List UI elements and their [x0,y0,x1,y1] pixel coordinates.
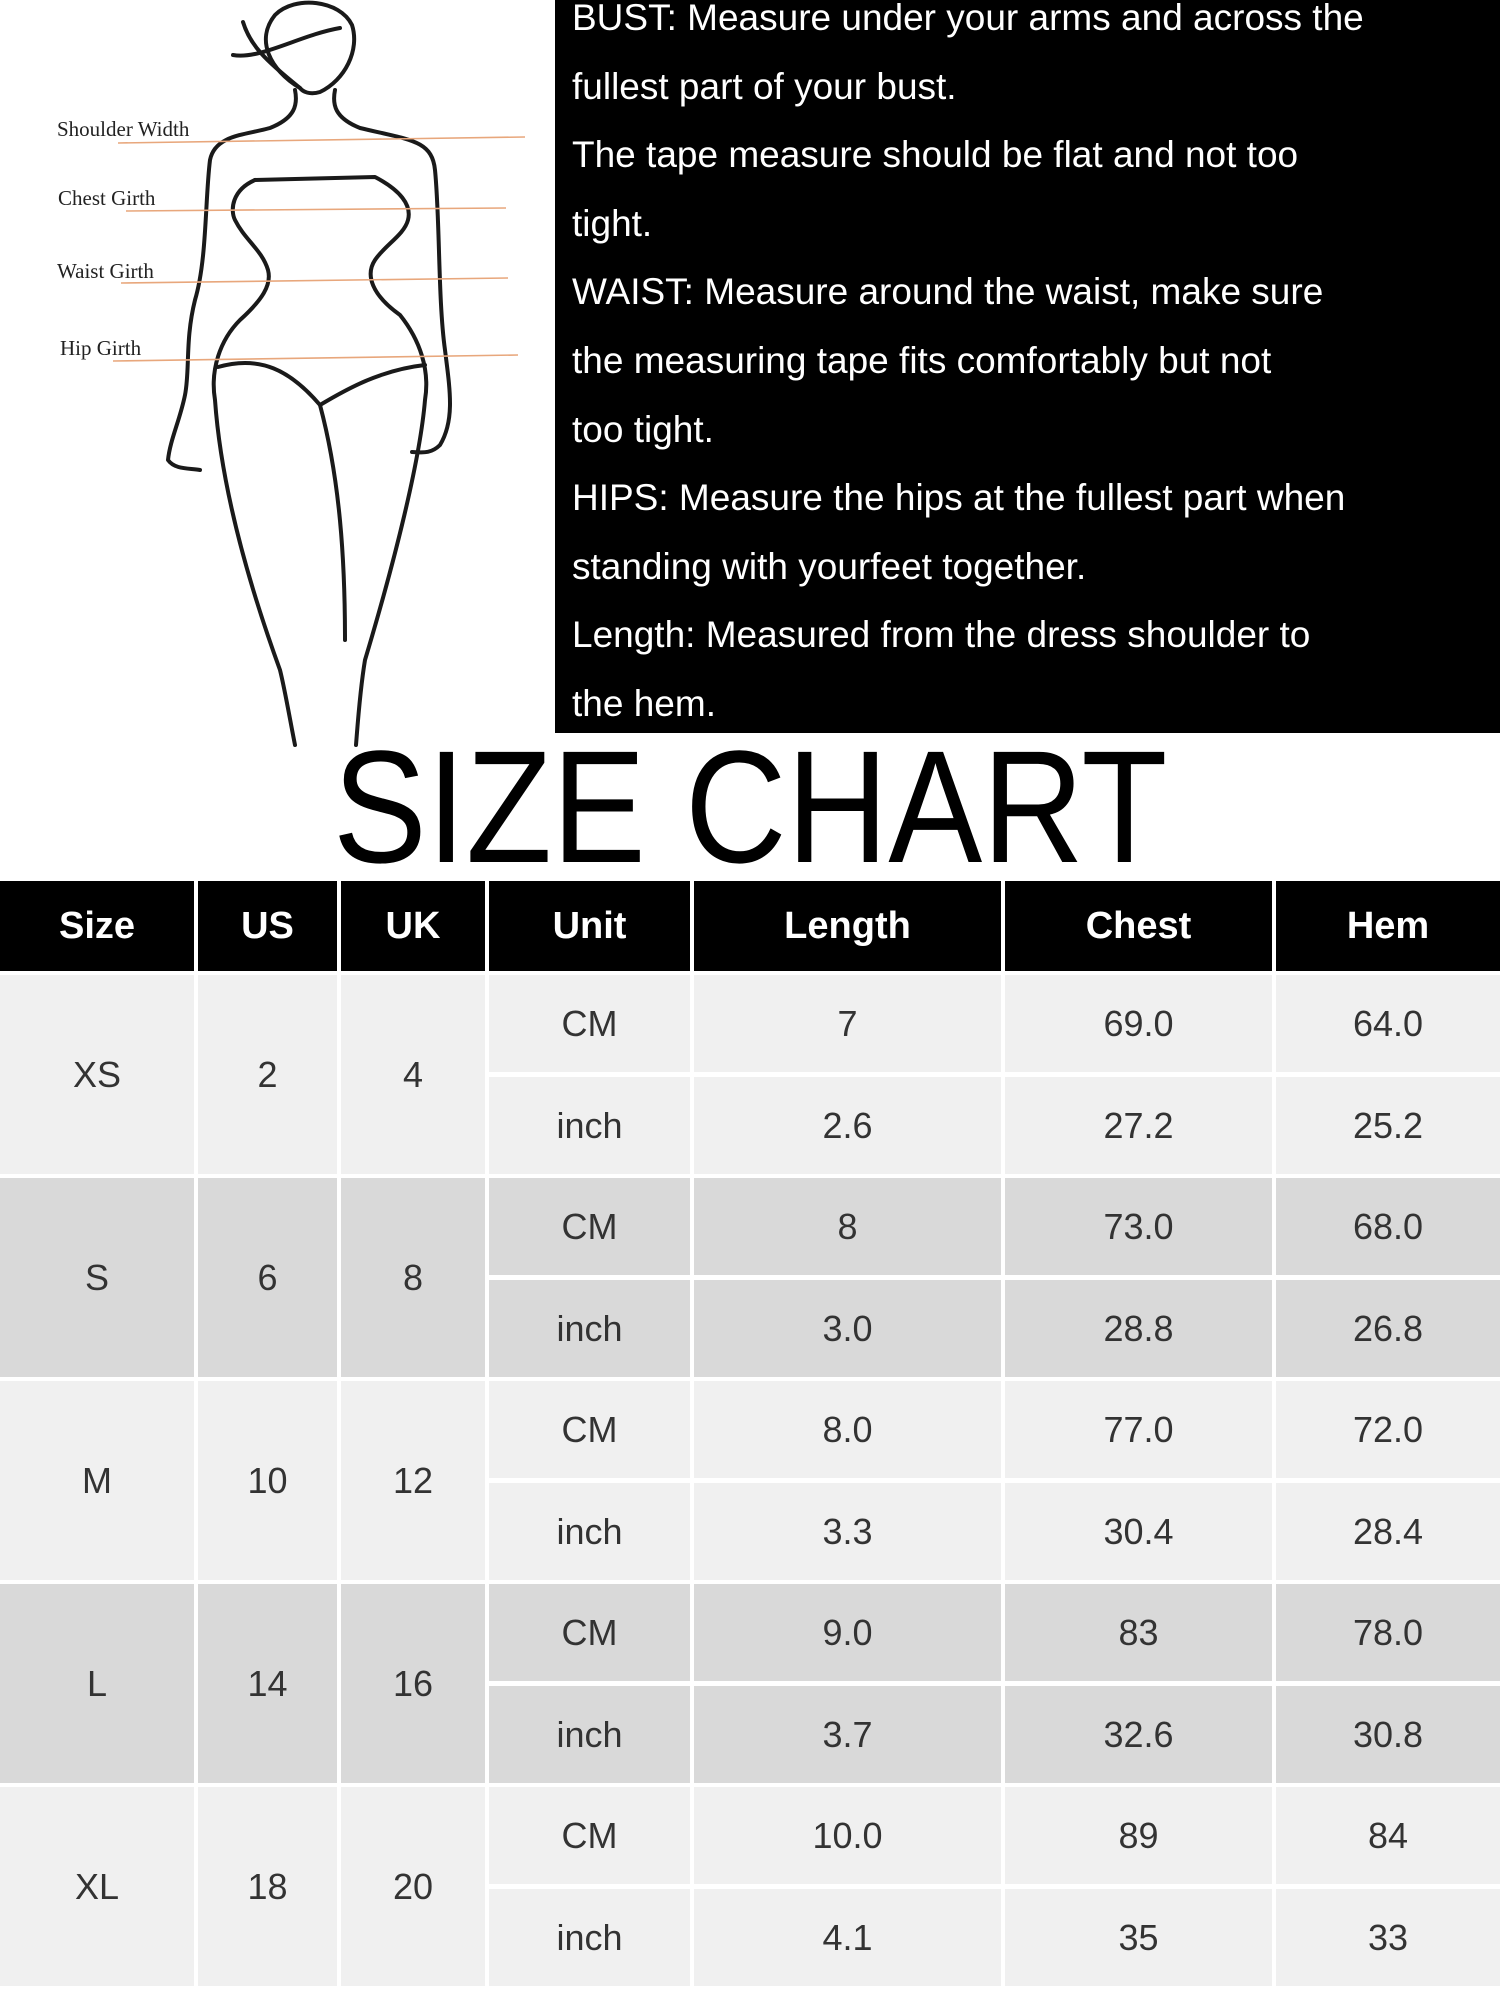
instruction-line: The tape measure should be flat and not … [572,134,1299,176]
header-uk: UK [341,881,485,971]
instruction-line: the measuring tape fits comfortably but … [572,340,1272,381]
unit-cell: inch [489,1889,690,1986]
length-cell: 8 [694,1178,1001,1275]
hem-cell: 25.2 [1276,1077,1500,1174]
hem-cell: 72.0 [1276,1381,1500,1478]
length-cell: 7 [694,975,1001,1072]
chest-cell: 27.2 [1005,1077,1272,1174]
length-cell: 3.3 [694,1483,1001,1580]
size-cell: XL [0,1787,194,1986]
header-chest: Chest [1005,881,1272,971]
us-size-cell: 18 [198,1787,337,1986]
length-cell: 4.1 [694,1889,1001,1986]
instruction-line: WAIST: Measure around the waist, make su… [572,271,1324,313]
size-cell: XS [0,975,194,1174]
instruction-line: Length: Measured from the dress shoulder… [572,614,1311,656]
instruction-line: HIPS: Measure the hips at the fullest pa… [572,477,1346,519]
measurement-instructions: BUST: Measure under your arms and across… [555,0,1500,733]
page-title: SIZE CHART [0,717,1500,896]
uk-size-cell: 4 [341,975,485,1174]
unit-cell: inch [489,1483,690,1580]
measurement-lines [112,136,526,362]
instruction-line: the hem. [572,683,716,724]
chest-cell: 73.0 [1005,1178,1272,1275]
uk-size-cell: 20 [341,1787,485,1986]
length-cell: 10.0 [694,1787,1001,1884]
hem-cell: 30.8 [1276,1686,1500,1783]
uk-size-cell: 8 [341,1178,485,1377]
chest-cell: 77.0 [1005,1381,1272,1478]
label-hip-girth: Hip Girth [60,336,142,360]
header-unit: Unit [489,881,690,971]
length-cell: 2.6 [694,1077,1001,1174]
instruction-line: standing with yourfeet together. [572,545,1087,587]
unit-cell: inch [489,1280,690,1377]
label-shoulder-width: Shoulder Width [57,117,190,141]
header-length: Length [694,881,1001,971]
body-measurement-figure: Shoulder Width Chest Girth Waist Girth H… [57,0,526,747]
instruction-line: BUST: Measure under your arms and across… [572,0,1364,38]
uk-size-cell: 16 [341,1584,485,1783]
title-text: SIZE CHART [332,717,1168,896]
chest-cell: 28.8 [1005,1280,1272,1377]
unit-cell: CM [489,1178,690,1275]
hem-cell: 33 [1276,1889,1500,1986]
label-chest-girth: Chest Girth [58,186,156,210]
hem-cell: 28.4 [1276,1483,1500,1580]
header-hem: Hem [1276,881,1500,971]
unit-cell: CM [489,1787,690,1884]
unit-cell: inch [489,1077,690,1174]
instruction-line: tight. [572,202,653,244]
hem-cell: 64.0 [1276,975,1500,1072]
unit-cell: CM [489,1381,690,1478]
length-cell: 3.7 [694,1686,1001,1783]
length-cell: 9.0 [694,1584,1001,1681]
chest-cell: 30.4 [1005,1483,1272,1580]
unit-cell: CM [489,1584,690,1681]
length-cell: 3.0 [694,1280,1001,1377]
us-size-cell: 10 [198,1381,337,1580]
chest-cell: 83 [1005,1584,1272,1681]
size-cell: S [0,1178,194,1377]
instruction-line: too tight. [572,408,714,450]
chest-cell: 89 [1005,1787,1272,1884]
chest-cell: 32.6 [1005,1686,1272,1783]
uk-size-cell: 12 [341,1381,485,1580]
label-waist-girth: Waist Girth [57,259,154,283]
hem-cell: 26.8 [1276,1280,1500,1377]
size-cell: L [0,1584,194,1783]
body-outline-icon [166,0,452,747]
hem-cell: 68.0 [1276,1178,1500,1275]
unit-cell: inch [489,1686,690,1783]
length-cell: 8.0 [694,1381,1001,1478]
us-size-cell: 2 [198,975,337,1174]
size-cell: M [0,1381,194,1580]
unit-cell: CM [489,975,690,1072]
us-size-cell: 6 [198,1178,337,1377]
hem-cell: 84 [1276,1787,1500,1884]
header-size: Size [0,881,194,971]
chest-cell: 35 [1005,1889,1272,1986]
us-size-cell: 14 [198,1584,337,1783]
header-us: US [198,881,337,971]
instruction-line: fullest part of your bust. [572,65,957,107]
chest-cell: 69.0 [1005,975,1272,1072]
hem-cell: 78.0 [1276,1584,1500,1681]
